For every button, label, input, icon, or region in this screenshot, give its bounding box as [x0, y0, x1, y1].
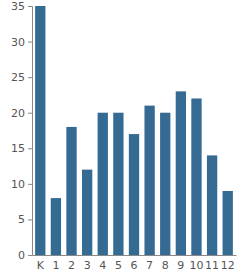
y-tick-mark: [28, 42, 32, 43]
y-tick: 35: [11, 0, 32, 13]
x-tick: 8: [162, 255, 169, 272]
bar: [207, 155, 217, 255]
bars: [35, 6, 233, 255]
x-tick-label: 5: [115, 259, 122, 272]
bar: [144, 106, 154, 255]
x-tick: 1: [52, 255, 59, 272]
y-tick-mark: [28, 6, 32, 7]
bar: [223, 191, 233, 255]
y-tick-mark: [28, 148, 32, 149]
y-tick-mark: [28, 255, 32, 256]
y-tick: 5: [18, 213, 32, 226]
bar: [176, 91, 186, 255]
x-tick-label: 6: [131, 259, 138, 272]
y-tick: 15: [11, 142, 32, 155]
x-tick-label: 10: [189, 259, 203, 272]
y-tick: 0: [18, 249, 32, 262]
y-tick-label: 5: [18, 213, 25, 226]
bar: [98, 113, 108, 255]
bar: [191, 98, 201, 255]
y-tick-mark: [28, 77, 32, 78]
y-tick-mark: [28, 219, 32, 220]
y-tick-label: 25: [11, 71, 25, 84]
x-tick-label: 11: [205, 259, 219, 272]
y-tick: 25: [11, 71, 32, 84]
x-tick: 2: [68, 255, 75, 272]
y-tick: 10: [11, 178, 32, 191]
x-tick: 12: [221, 255, 235, 272]
x-tick: 5: [115, 255, 122, 272]
x-tick-label: 4: [99, 259, 106, 272]
plot: 05101520253035K123456789101112: [11, 0, 237, 272]
bar: [129, 134, 139, 255]
y-tick-label: 20: [11, 107, 25, 120]
x-tick-label: 12: [221, 259, 235, 272]
bar: [51, 198, 61, 255]
y-tick-label: 10: [11, 178, 25, 191]
y-tick-label: 15: [11, 142, 25, 155]
axis-line: [28, 7, 33, 256]
x-tick: 9: [177, 255, 184, 272]
y-tick-label: 35: [11, 0, 25, 13]
x-tick-label: 3: [84, 259, 91, 272]
x-tick-label: 7: [146, 259, 153, 272]
x-tick-label: 9: [177, 259, 184, 272]
x-tick: K: [37, 255, 45, 272]
x-tick: 3: [84, 255, 91, 272]
axis-line: [33, 255, 237, 256]
x-tick: 7: [146, 255, 153, 272]
x-tick-label: 2: [68, 259, 75, 272]
x-tick-label: 8: [162, 259, 169, 272]
y-tick: 20: [11, 107, 32, 120]
bar: [82, 170, 92, 255]
y-tick-label: 0: [18, 249, 25, 262]
bar: [66, 127, 76, 255]
x-tick: 10: [189, 255, 203, 272]
y-axis: 0 5 10 15 20 25 30 35: [11, 0, 33, 262]
chart: 05101520253035K123456789101112: [0, 0, 240, 277]
y-tick-label: 30: [11, 36, 25, 49]
y-tick-mark: [28, 184, 32, 185]
x-tick: 4: [99, 255, 106, 272]
bar: [113, 113, 123, 255]
x-tick: 6: [131, 255, 138, 272]
x-axis: K123456789101112: [33, 255, 237, 272]
bar: [35, 6, 45, 255]
bar: [160, 113, 170, 255]
x-tick-label: 1: [52, 259, 59, 272]
y-tick-mark: [28, 113, 32, 114]
x-tick: 11: [205, 255, 219, 272]
y-tick: 30: [11, 36, 32, 49]
x-tick-label: K: [37, 259, 45, 272]
